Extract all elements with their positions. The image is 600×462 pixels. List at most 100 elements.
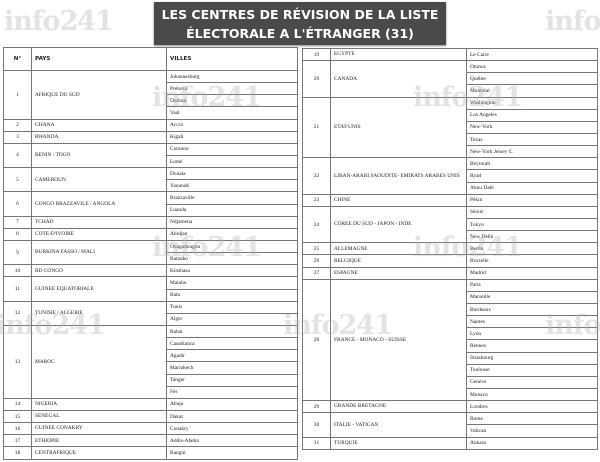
title-banner: LES CENTRES DE RÉVISION DE LA LISTE ÉLEC… [154, 2, 446, 45]
city-cell: Alger [166, 312, 298, 326]
city-cell: Londres [466, 400, 598, 414]
table-row: 12 TUNISIE / ALGERIE Tunis [3, 300, 298, 326]
table-row: 19 EGYPTE Le Caire [302, 47, 598, 62]
city-cell: Brazzaville [166, 191, 298, 205]
country-cell: COREE DU SUD - JAPON - INDE [330, 205, 467, 244]
row-number: 25 [302, 242, 331, 256]
city-cell: New-York Jersey C. [466, 145, 598, 159]
city-cell: Tokyo [466, 217, 598, 232]
row-number: 17 [3, 434, 32, 448]
country-cell: ETHIOPIE [31, 434, 167, 448]
city-cell: Toulouse [466, 363, 598, 377]
city-cell: Monaco [466, 387, 598, 402]
table-row: 24 COREE DU SUD - JAPON - INDE Séoul/ [302, 205, 598, 244]
row-number: 22 [302, 157, 331, 195]
table-row: 16 GUINEE CONAKRY Conakry [3, 422, 298, 436]
table-row: 13 MAROC Rabat [3, 324, 298, 399]
city-cell: Durban [166, 94, 298, 108]
table-row: 7 TCHAD Ndjamena [3, 215, 298, 229]
country-cell: BURKINA FASSO / MALI [31, 239, 167, 266]
row-number: 21 [302, 96, 331, 159]
city-cell: Rome [466, 412, 598, 426]
row-number: 28 [302, 278, 331, 402]
row-number: 5 [3, 167, 32, 193]
city-cell: Le Caire [466, 47, 598, 62]
city-cell: Malabo [166, 276, 298, 290]
table-row: 5 CAMEROUN Douala [3, 167, 298, 193]
row-number: 15 [3, 409, 32, 424]
header-num: N° [3, 47, 32, 71]
country-cell: FRANCE - MONACO - SUISSE [330, 278, 467, 402]
table-row: 28 FRANCE - MONACO - SUISSE Paris [302, 278, 598, 402]
country-cell: GUINEE EQUATORIALE [31, 276, 167, 302]
row-number: 6 [3, 191, 32, 217]
city-cell: Québec [466, 72, 598, 86]
table-row: 30 ITALIE - VATICAN Rome [302, 412, 598, 438]
city-cell: Bamako [166, 252, 298, 266]
city-cell: Beyrouth [466, 157, 598, 171]
row-number: 13 [3, 324, 32, 399]
city-cell: Marrakech [166, 361, 298, 375]
row-number: 29 [302, 400, 331, 414]
table-row: 1 AFRIQUE DU SUD Johannesburg [3, 69, 298, 120]
city-cell: Bordeaux [466, 302, 598, 317]
city-cell: Abou Dabi [466, 181, 598, 195]
table-row: 14 NIGERIA Abuja [3, 397, 298, 411]
table-row: 20 CANADA Ottawa [302, 60, 598, 98]
city-cell: Yaoundé [166, 179, 298, 193]
table-row: 27 ESPAGNE Madrid [302, 266, 598, 280]
table-row: 31 TURQUIE Ankara [302, 436, 598, 450]
country-cell: ALLEMAGNE [330, 242, 467, 256]
city-cell: Kigali [166, 130, 298, 144]
city-cell: Agadir [166, 349, 298, 363]
city-cell: Casablanca [166, 337, 298, 351]
city-cell: Lomé [166, 154, 298, 169]
city-cell: Pékin [466, 193, 598, 207]
table-row: 22 LIBAN-ARABI SAOUDITE- EMIRATS ARABES U… [302, 157, 598, 195]
row-number: 10 [3, 264, 32, 278]
city-cell: Los Angeles [466, 108, 598, 122]
country-cell: TCHAD [31, 215, 167, 229]
country-cell: LIBAN-ARABI SAOUDITE- EMIRATS ARABES UNI… [330, 157, 467, 195]
left-table: N° PAYS VILLES 1 AFRIQUE DU SUD Johannesbu… [3, 47, 298, 460]
table-row: 6 CONGO BRAZZAVILE / ANGOLA Brazzaville [3, 191, 298, 217]
country-cell: TURQUIE [330, 436, 467, 450]
row-number: 24 [302, 205, 331, 244]
row-number: 7 [3, 215, 32, 229]
city-cell: Vaal [166, 106, 298, 120]
title-line-1: LES CENTRES DE RÉVISION DE LA LISTE [161, 7, 439, 22]
city-cell: Berlin [466, 242, 598, 256]
row-number: 14 [3, 397, 32, 411]
city-cell: Addis-Abeba [166, 434, 298, 448]
table-row: 21 ETAT-UNIS Washington [302, 96, 598, 159]
city-cell: Rabat [166, 324, 298, 339]
city-cell: Genève [466, 375, 598, 389]
row-number: 9 [3, 239, 32, 266]
table-row: 2 GHANA Accra [3, 118, 298, 132]
city-cell: Ankara [466, 436, 598, 450]
row-number: 11 [3, 276, 32, 302]
table-row: 10 RD CONGO Kinshasa [3, 264, 298, 278]
country-cell: NIGERIA [31, 397, 167, 411]
table-row: 25 ALLEMAGNE Berlin [302, 242, 598, 256]
header-villes: VILLES [166, 47, 298, 71]
header-row: N° PAYS VILLES [3, 47, 298, 71]
country-cell: GUINEE CONAKRY [31, 422, 167, 436]
row-number: 18 [3, 446, 32, 460]
city-cell: Tunis [166, 300, 298, 314]
row-number: 31 [302, 436, 331, 450]
row-number: 19 [302, 47, 331, 62]
title-line-2: ÉLECTORALE A L'ÉTRANGER (31) [186, 26, 414, 41]
city-cell: Dakar [166, 409, 298, 424]
row-number: 27 [302, 266, 331, 280]
city-cell: Abidjan [166, 227, 298, 241]
city-cell: Accra [166, 118, 298, 132]
row-number: 30 [302, 412, 331, 438]
city-cell: Rennes [466, 339, 598, 353]
table-row: 3 RWANDA Kigali [3, 130, 298, 144]
watermark: info241 [545, 6, 600, 37]
table-row: 8 COTE-D'IVOIRE Abidjan [3, 227, 298, 241]
country-cell: SENEGAL [31, 409, 167, 424]
city-cell: Luanda [166, 203, 298, 217]
country-cell: ETAT-UNIS [330, 96, 467, 159]
